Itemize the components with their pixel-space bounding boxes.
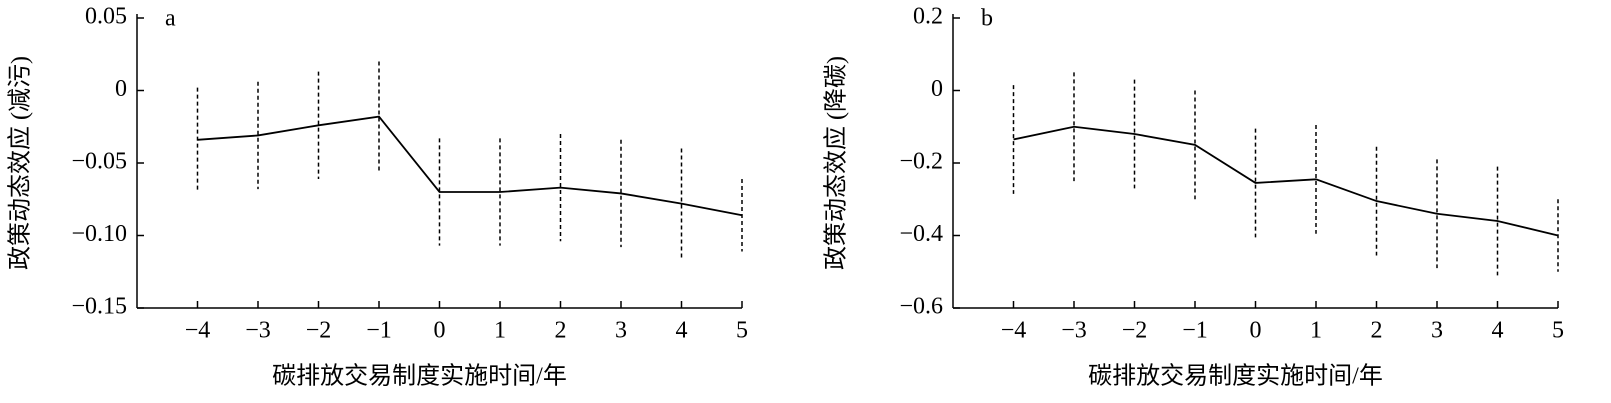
x-axis-label: 碳排放交易制度实施时间/年 <box>272 363 567 390</box>
y-tick-label: 0 <box>931 76 943 102</box>
x-tick-label: 5 <box>1552 318 1564 344</box>
x-tick-label: 2 <box>555 318 567 344</box>
y-axis-label: 政策动态效应 (降碳) <box>823 56 850 270</box>
y-tick-label: 0.05 <box>85 4 127 30</box>
x-tick-label: −4 <box>185 318 211 344</box>
series-line <box>197 115 743 217</box>
y-tick-label: 0.2 <box>913 4 943 30</box>
x-tick-label: 4 <box>676 318 688 344</box>
x-tick-label: −3 <box>245 318 271 344</box>
x-tick-label: 0 <box>1250 318 1262 344</box>
x-tick-label: 4 <box>1492 318 1504 344</box>
y-tick-label: −0.6 <box>899 294 943 320</box>
series-line <box>1013 125 1559 237</box>
x-tick-label: 1 <box>494 318 506 344</box>
x-tick-label: 3 <box>1431 318 1443 344</box>
panel-label: b <box>981 6 993 32</box>
x-tick-label: −2 <box>1122 318 1148 344</box>
x-tick-label: 5 <box>736 318 748 344</box>
x-tick-label: −3 <box>1061 318 1087 344</box>
y-tick-label: −0.15 <box>71 294 127 320</box>
x-tick-label: 2 <box>1371 318 1383 344</box>
panel-label: a <box>165 6 176 32</box>
x-tick-label: 3 <box>615 318 627 344</box>
y-tick-label: −0.10 <box>71 221 127 247</box>
y-axis-label: 政策动态效应 (减污) <box>7 56 34 270</box>
x-tick-label: −4 <box>1001 318 1027 344</box>
y-tick-label: −0.2 <box>899 149 943 175</box>
y-tick-label: −0.4 <box>899 221 943 247</box>
x-tick-label: −1 <box>1182 318 1208 344</box>
y-tick-label: −0.05 <box>71 149 127 175</box>
y-tick-label: 0 <box>115 76 127 102</box>
x-tick-label: −1 <box>366 318 392 344</box>
x-tick-label: 1 <box>1310 318 1322 344</box>
x-axis-label: 碳排放交易制度实施时间/年 <box>1088 363 1383 390</box>
x-tick-label: −2 <box>306 318 332 344</box>
x-tick-label: 0 <box>434 318 446 344</box>
